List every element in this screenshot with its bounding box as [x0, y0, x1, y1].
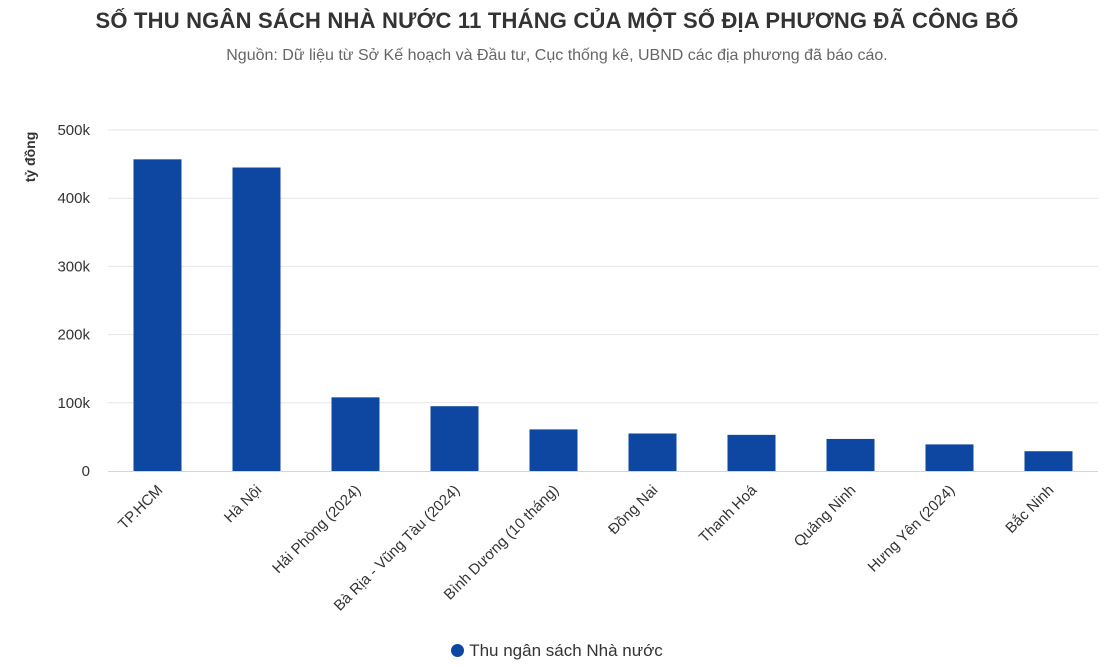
y-tick-label: 300k	[57, 258, 90, 275]
bar[interactable]	[529, 429, 578, 471]
bar[interactable]	[628, 433, 677, 471]
y-tick-label: 0	[82, 463, 90, 480]
legend-label: Thu ngân sách Nhà nước	[469, 641, 663, 660]
x-tick-label: Hải Phòng (2024)	[269, 482, 364, 577]
legend[interactable]: Thu ngân sách Nhà nước	[0, 641, 1114, 661]
bar[interactable]	[133, 159, 182, 472]
bar[interactable]	[430, 406, 479, 471]
x-tick-label: Thanh Hoá	[696, 481, 761, 546]
chart-title: SỐ THU NGÂN SÁCH NHÀ NƯỚC 11 THÁNG CỦA M…	[95, 8, 1019, 33]
legend-marker-icon	[451, 644, 465, 657]
y-axis-ticks: 0 100k 200k 300k 400k 500k	[57, 122, 90, 480]
bar[interactable]	[331, 397, 380, 471]
x-tick-label: TP.HCM	[115, 482, 166, 533]
bar[interactable]	[232, 167, 281, 471]
bar[interactable]	[1024, 451, 1073, 471]
x-tick-label: Hưng Yên (2024)	[865, 482, 959, 576]
bar[interactable]	[826, 438, 875, 471]
x-tick-label: Đồng Nai	[605, 482, 661, 538]
y-axis-label: tỷ đồng	[22, 132, 38, 183]
x-tick-label: Bắc Ninh	[1002, 482, 1057, 537]
y-tick-label: 200k	[57, 327, 90, 344]
bars	[133, 159, 1073, 472]
x-tick-label: Bình Dương (10 tháng)	[441, 482, 563, 604]
bar[interactable]	[925, 444, 974, 471]
x-tick-label: Hà Nội	[221, 482, 265, 526]
y-tick-label: 500k	[57, 122, 90, 139]
bar[interactable]	[727, 434, 776, 471]
chart-subtitle: Nguồn: Dữ liệu từ Sở Kế hoạch và Đầu tư,…	[226, 47, 888, 64]
y-tick-label: 100k	[57, 395, 90, 412]
y-tick-label: 400k	[57, 190, 90, 207]
x-axis-ticks: TP.HCM Hà Nội Hải Phòng (2024)Bà Rịa - Vũn…	[115, 481, 1057, 614]
x-tick-label: Quảng Ninh	[791, 482, 860, 551]
